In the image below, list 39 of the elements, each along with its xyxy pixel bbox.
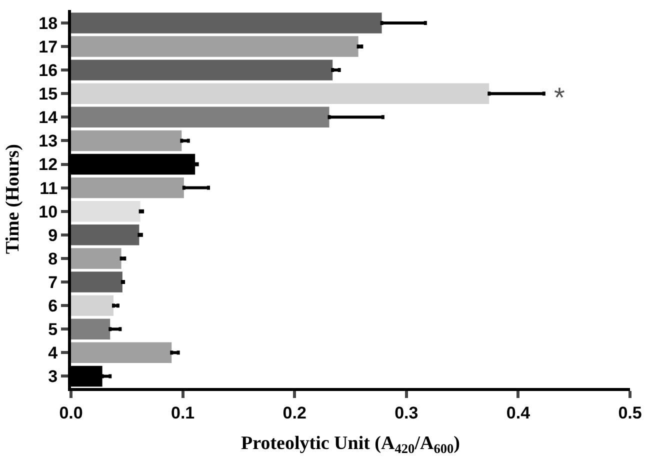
x-tick-label: 0.1 xyxy=(170,403,195,422)
bar xyxy=(71,106,330,128)
x-tick-label: 0.5 xyxy=(618,403,642,422)
y-axis-title: Time (Hours) xyxy=(2,144,24,254)
y-tick-label: 14 xyxy=(38,108,58,128)
y-tick-label: 6 xyxy=(48,296,58,316)
x-tick-label: 0.4 xyxy=(506,403,531,422)
y-tick-label: 17 xyxy=(38,37,58,56)
bar xyxy=(71,295,114,316)
bar xyxy=(71,36,358,57)
bar xyxy=(71,130,182,152)
y-tick-label: 11 xyxy=(40,178,58,198)
y-tick-label: 13 xyxy=(38,132,58,151)
bar xyxy=(71,248,122,269)
bar xyxy=(71,12,382,34)
x-tick-label: 0.0 xyxy=(59,403,83,422)
y-tick-label: 3 xyxy=(48,367,58,386)
y-tick-label: 12 xyxy=(38,155,58,174)
bar xyxy=(71,224,140,246)
x-axis-title: Proteolytic Unit (A$_{420}$/A$_{600}$) xyxy=(241,433,460,456)
y-tick-label: 10 xyxy=(38,202,58,222)
y-tick-label: 8 xyxy=(48,249,58,268)
y-tick-label: 16 xyxy=(38,61,58,80)
annotation: * xyxy=(554,82,565,113)
x-tick-label: 0.2 xyxy=(282,403,306,422)
y-tick-label: 7 xyxy=(48,272,58,292)
bar xyxy=(71,318,110,340)
bar xyxy=(71,83,490,104)
y-tick-label: 18 xyxy=(38,14,58,33)
bar xyxy=(71,60,333,80)
bar xyxy=(71,342,172,364)
y-tick-label: 15 xyxy=(38,84,58,104)
bar xyxy=(71,272,122,292)
bar xyxy=(71,201,140,222)
x-tick-label: 0.3 xyxy=(394,403,418,422)
y-tick-label: 5 xyxy=(48,320,58,340)
y-tick-label: 9 xyxy=(48,226,58,245)
y-tick-label: 4 xyxy=(48,344,58,363)
bar xyxy=(71,177,184,198)
